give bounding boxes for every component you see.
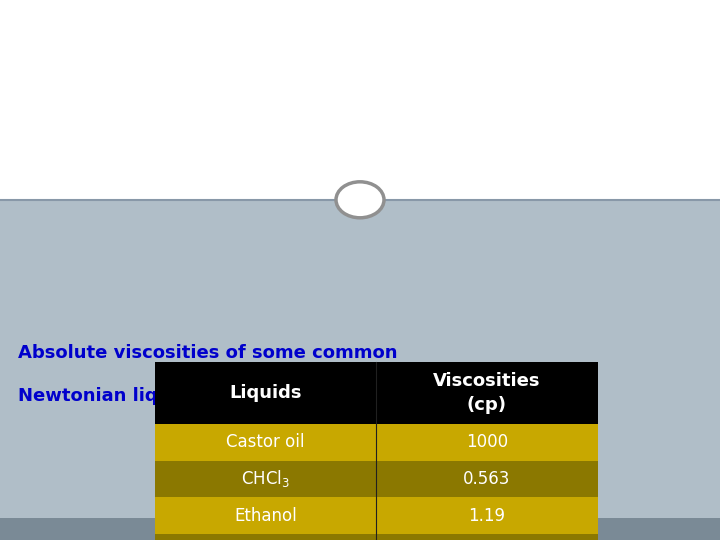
Text: Viscosities
(cp): Viscosities (cp) [433, 372, 541, 414]
Text: 1000: 1000 [466, 433, 508, 451]
Circle shape [336, 182, 384, 218]
Text: 1.19: 1.19 [469, 507, 505, 525]
Text: CHCl$_3$: CHCl$_3$ [241, 469, 290, 489]
Bar [155, 497, 598, 534]
Text: 0.563: 0.563 [463, 470, 510, 488]
Text: Liquids: Liquids [229, 384, 302, 402]
Bar [0, 518, 720, 540]
Bar [155, 362, 598, 424]
Bar [0, 0, 720, 200]
Bar [155, 461, 598, 497]
Text: Castor oil: Castor oil [226, 433, 305, 451]
Bar [155, 534, 598, 540]
Text: Newtonian liquid.: Newtonian liquid. [18, 387, 196, 405]
Text: Absolute viscosities of some common: Absolute viscosities of some common [18, 344, 397, 362]
Bar [155, 424, 598, 461]
Text: Ethanol: Ethanol [234, 507, 297, 525]
